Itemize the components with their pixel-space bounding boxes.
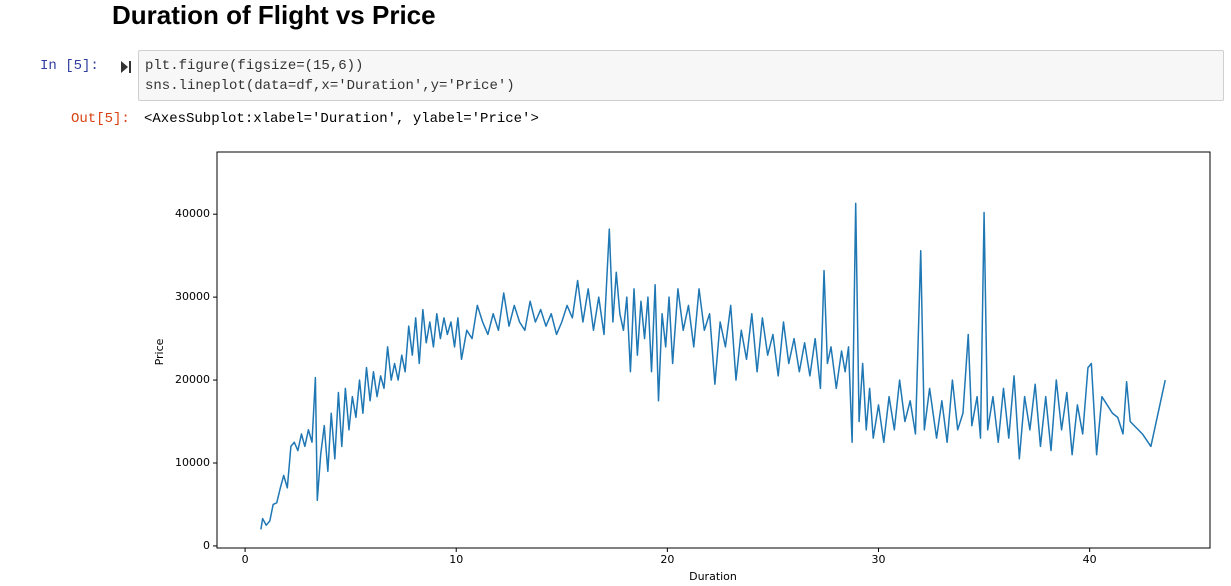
x-tick-label: 10 <box>449 553 463 566</box>
y-tick-label: 30000 <box>175 290 210 303</box>
output-text: <AxesSubplot:xlabel='Duration', ylabel='… <box>144 111 539 127</box>
code-cell[interactable]: plt.figure(figsize=(15,6)) sns.lineplot(… <box>138 50 1224 101</box>
x-tick-label: 40 <box>1083 553 1097 566</box>
run-icon[interactable] <box>120 60 132 74</box>
page-title: Duration of Flight vs Price <box>112 0 436 30</box>
axes-frame <box>216 151 1211 549</box>
x-tick-label: 20 <box>660 553 674 566</box>
x-tick-label: 0 <box>242 553 249 566</box>
x-axis-label: Duration <box>689 570 737 583</box>
y-tick-label: 40000 <box>175 207 210 220</box>
code-line: sns.lineplot(data=df,x='Duration',y='Pri… <box>145 78 515 94</box>
y-tick-label: 0 <box>203 539 210 552</box>
x-tick-label: 30 <box>872 553 886 566</box>
input-prompt: In [5]: <box>40 58 99 74</box>
y-axis-label: Price <box>153 338 166 365</box>
data-line <box>260 202 1166 530</box>
y-tick-label: 20000 <box>175 373 210 386</box>
code-line: plt.figure(figsize=(15,6)) <box>145 58 364 74</box>
output-prompt: Out[5]: <box>71 111 130 127</box>
y-tick-label: 10000 <box>175 456 210 469</box>
